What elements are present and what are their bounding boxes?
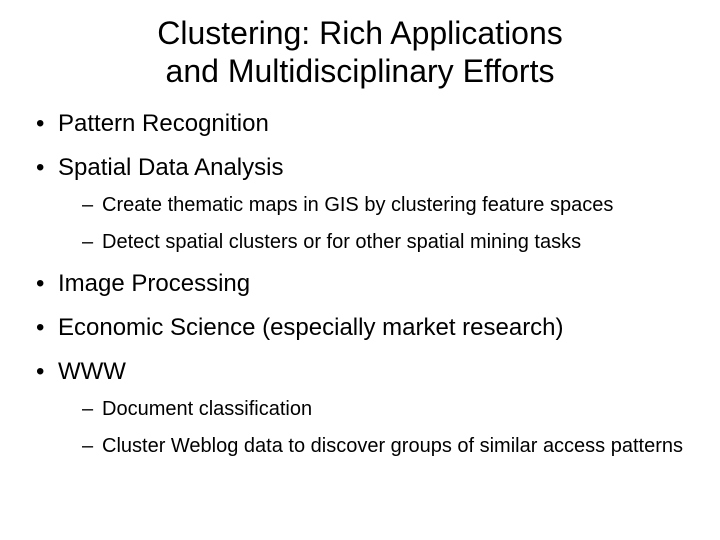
- bullet-text: Spatial Data Analysis: [58, 154, 283, 181]
- slide-title: Clustering: Rich Applications and Multid…: [30, 14, 690, 91]
- sub-bullet-text: Document classification: [102, 398, 312, 420]
- sub-bullet-text: Create thematic maps in GIS by clusterin…: [102, 194, 613, 216]
- bullet-text: Image Processing: [58, 270, 250, 297]
- bullet-economic-science: Economic Science (especially market rese…: [36, 313, 690, 343]
- bullet-text: WWW: [58, 358, 126, 385]
- title-line-1: Clustering: Rich Applications: [157, 15, 563, 51]
- bullet-text: Pattern Recognition: [58, 110, 269, 137]
- bullet-list: Pattern Recognition Spatial Data Analysi…: [30, 109, 690, 459]
- sub-bullet-text: Cluster Weblog data to discover groups o…: [102, 435, 683, 457]
- sub-bullet: Document classification: [82, 397, 690, 422]
- bullet-pattern-recognition: Pattern Recognition: [36, 109, 690, 139]
- sub-bullet-list: Create thematic maps in GIS by clusterin…: [58, 193, 690, 255]
- bullet-spatial-data: Spatial Data Analysis Create thematic ma…: [36, 153, 690, 255]
- sub-bullet-list: Document classification Cluster Weblog d…: [58, 397, 690, 459]
- slide: Clustering: Rich Applications and Multid…: [0, 0, 720, 540]
- sub-bullet: Cluster Weblog data to discover groups o…: [82, 434, 690, 459]
- title-line-2: and Multidisciplinary Efforts: [166, 53, 555, 89]
- bullet-text: Economic Science (especially market rese…: [58, 314, 564, 341]
- sub-bullet: Create thematic maps in GIS by clusterin…: [82, 193, 690, 218]
- bullet-image-processing: Image Processing: [36, 269, 690, 299]
- sub-bullet: Detect spatial clusters or for other spa…: [82, 230, 690, 255]
- sub-bullet-text: Detect spatial clusters or for other spa…: [102, 231, 581, 253]
- bullet-www: WWW Document classification Cluster Webl…: [36, 357, 690, 459]
